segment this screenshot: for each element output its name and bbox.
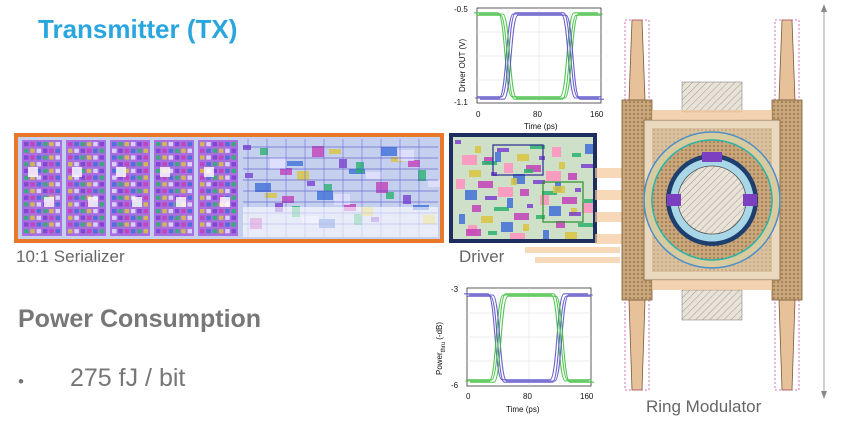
driver-bottom-connectors: [525, 247, 620, 263]
driver-xtick-160: 160: [590, 110, 604, 119]
power-ylabel: Powerthru (-dB): [435, 322, 447, 375]
driver-ylabel: Driver OUT (V): [458, 38, 467, 92]
power-xlabel: Time (ps): [506, 405, 540, 414]
page-title: Transmitter (TX): [38, 14, 238, 44]
power-xtick-80: 80: [523, 392, 532, 401]
power-consumption-heading: Power Consumption: [18, 305, 262, 333]
power-ytick-top: -3: [451, 285, 459, 294]
power-value: 275 fJ / bit: [70, 364, 186, 392]
driver-layout: [449, 133, 597, 243]
power-eye-plot: -3 -6 0 80 160 Time (ps) Powerthru (-dB): [435, 285, 594, 414]
driver-xtick-0: 0: [476, 110, 481, 119]
power-xtick-160: 160: [580, 392, 594, 401]
driver-xtick-80: 80: [533, 110, 542, 119]
taper-top-left: [628, 19, 646, 101]
taper-bottom-left: [628, 299, 646, 391]
driver-ytick-bottom: -1.1: [454, 98, 468, 107]
taper-top-right: [778, 19, 796, 101]
ring-modulator-caption: Ring Modulator: [646, 397, 762, 416]
power-xtick-0: 0: [466, 392, 471, 401]
driver-out-eye-plot: -0.5 -1.1 0 80 160 Time (ps) Driver OUT …: [454, 5, 604, 131]
driver-to-ring-connectors: [595, 168, 625, 244]
serializer-caption: 10:1 Serializer: [16, 247, 125, 266]
serializer-layout-art: [18, 137, 440, 239]
serializer-layout: [14, 133, 444, 243]
ring-modulator-layout: [621, 4, 827, 399]
driver-xlabel: Time (ps): [524, 122, 558, 131]
ring-center: [677, 165, 747, 235]
driver-caption: Driver: [459, 247, 505, 266]
driver-ytick-top: -0.5: [454, 5, 468, 14]
bullet-dot-icon: •: [18, 372, 24, 391]
driver-layout-art: [453, 137, 593, 239]
power-ytick-bottom: -6: [451, 381, 459, 390]
taper-bottom-right: [778, 299, 796, 391]
